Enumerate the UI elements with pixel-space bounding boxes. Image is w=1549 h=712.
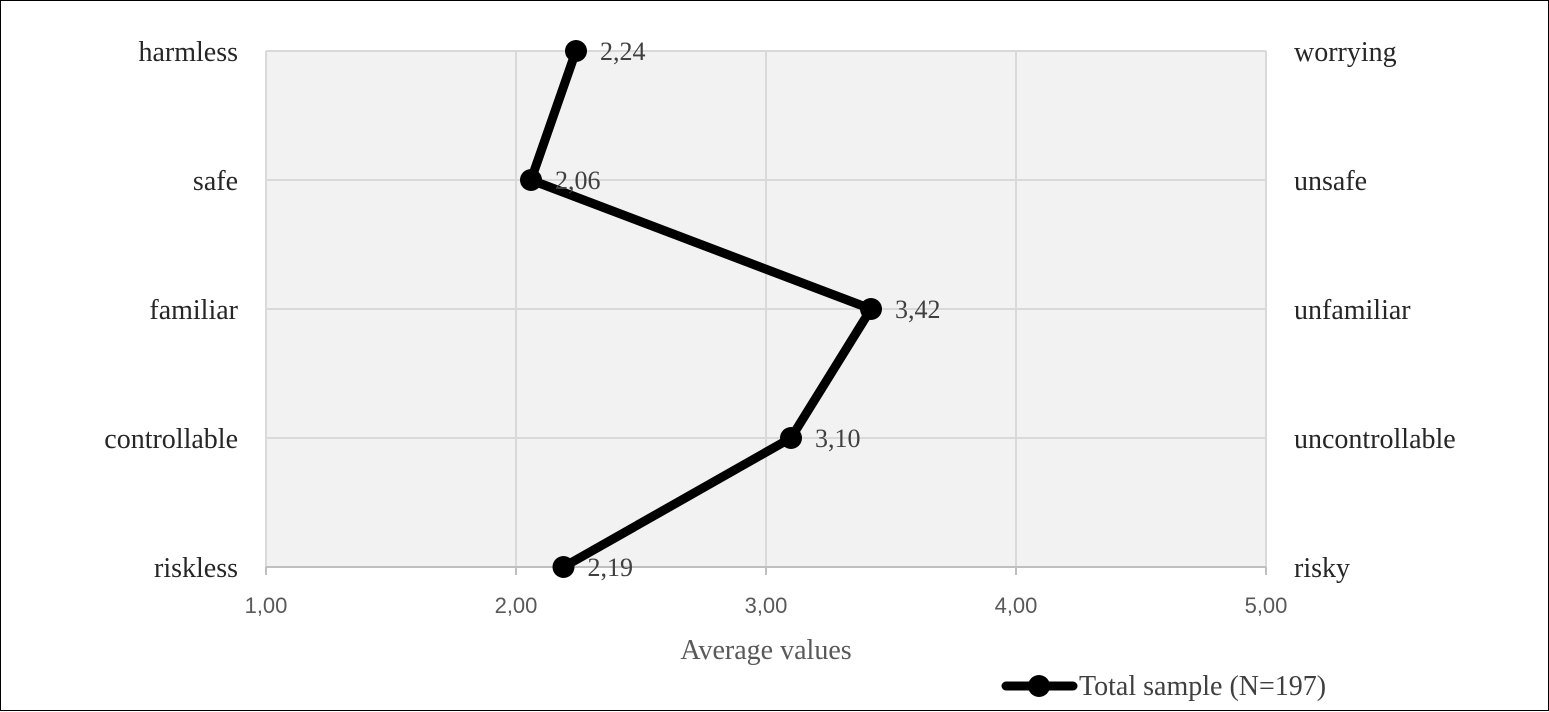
series-points-group — [520, 40, 882, 578]
category-label-right: unsafe — [1294, 166, 1367, 197]
horizontal-gridlines — [266, 50, 1266, 439]
data-label: 2,24 — [600, 37, 646, 66]
category-label-right: worrying — [1294, 37, 1397, 68]
x-tick-label: 1,00 — [245, 593, 288, 618]
right-category-labels: worrying unsafe unfamiliar uncontrollable ri… — [1294, 37, 1456, 584]
legend-marker-swatch — [1028, 675, 1050, 697]
x-axis-title: Average values — [680, 635, 851, 666]
data-point[interactable] — [520, 169, 542, 191]
category-label-left: controllable — [104, 424, 238, 455]
data-point[interactable] — [860, 298, 882, 320]
x-tick-label: 2,00 — [495, 593, 538, 618]
data-point[interactable] — [780, 427, 802, 449]
data-point[interactable] — [552, 556, 575, 578]
data-label: 3,10 — [815, 424, 861, 453]
category-label-right: risky — [1294, 553, 1350, 584]
data-label: 3,42 — [895, 295, 941, 324]
legend-label: Total sample (N=197) — [1079, 671, 1326, 702]
legend[interactable]: Total sample (N=197) — [1001, 671, 1326, 702]
category-label-left: riskless — [154, 553, 238, 584]
x-axis: 1,00 2,00 3,00 4,00 5,00 — [245, 566, 1288, 618]
category-label-right: unfamiliar — [1294, 295, 1411, 326]
category-label-left: safe — [193, 166, 238, 197]
data-point[interactable] — [565, 40, 587, 62]
x-tick-label: 3,00 — [745, 593, 788, 618]
data-label: 2,06 — [555, 166, 601, 195]
x-tick-label: 4,00 — [995, 593, 1038, 618]
category-label-left: familiar — [149, 295, 238, 326]
data-label: 2,19 — [588, 553, 634, 582]
left-category-labels: harmless safe familiar controllable riskless — [104, 37, 238, 584]
category-label-right: uncontrollable — [1294, 424, 1456, 455]
category-label-left: harmless — [138, 37, 238, 68]
x-tick-label: 5,00 — [1245, 593, 1288, 618]
data-labels-group: 2,24 2,06 3,42 3,10 2,19 — [555, 37, 941, 582]
